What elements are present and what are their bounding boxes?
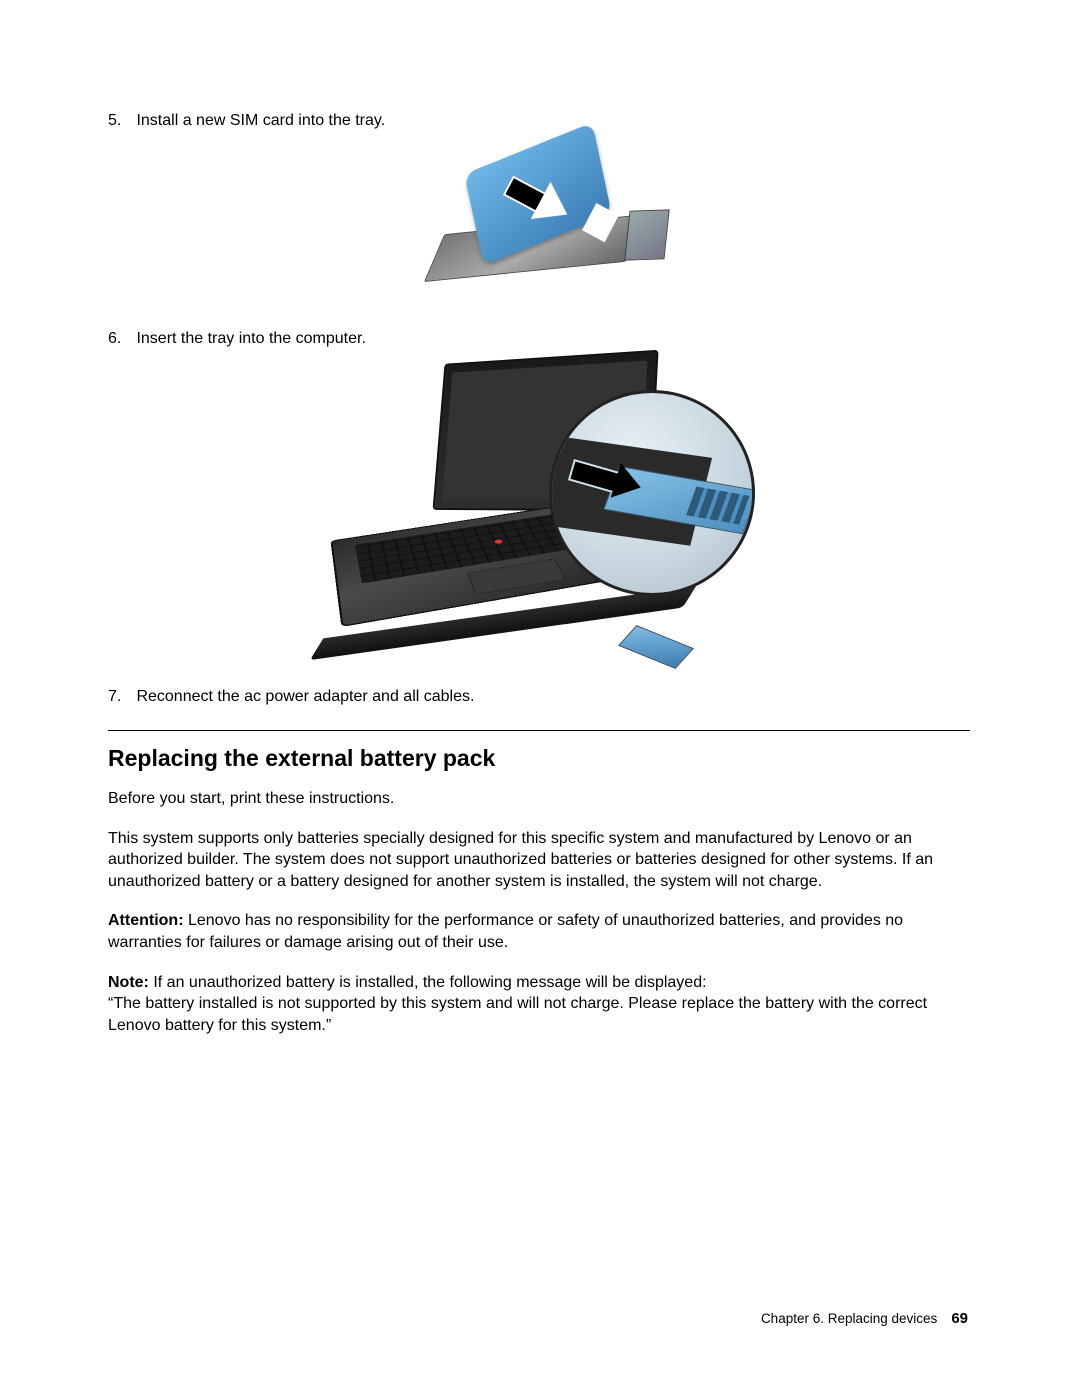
page-footer: Chapter 6. Replacing devices 69 [761, 1309, 968, 1329]
figure-sim-tray [108, 138, 970, 315]
step-6-number: 6. [108, 328, 132, 350]
footer-title: Replacing devices [828, 1311, 938, 1326]
step-7-number: 7. [108, 686, 132, 708]
note-label: Note: [108, 974, 149, 991]
note-paragraph: Note: If an unauthorized battery is inst… [108, 972, 970, 1037]
section-heading: Replacing the external battery pack [108, 743, 970, 774]
step-5-number: 5. [108, 110, 132, 132]
note-line2: “The battery installed is not supported … [108, 995, 927, 1034]
section-divider [108, 730, 970, 731]
laptop-illustration [329, 356, 749, 666]
attention-text: Lenovo has no responsibility for the per… [108, 912, 903, 951]
step-7-text: Reconnect the ac power adapter and all c… [136, 688, 474, 705]
sim-tray-illustration [409, 138, 669, 308]
manual-page: 5. Install a new SIM card into the tray.… [0, 0, 1080, 1397]
footer-page-number: 69 [951, 1310, 968, 1327]
zoom-inner [552, 393, 752, 593]
step-6-text: Insert the tray into the computer. [136, 330, 365, 347]
tray-protruding-shape [618, 625, 694, 669]
note-line1: If an unauthorized battery is installed,… [149, 974, 707, 991]
attention-label: Attention: [108, 912, 184, 929]
support-paragraph: This system supports only batteries spec… [108, 828, 970, 893]
step-5-text: Install a new SIM card into the tray. [136, 112, 385, 129]
footer-sep: . [820, 1311, 828, 1326]
intro-paragraph: Before you start, print these instructio… [108, 788, 970, 810]
zoom-callout [549, 390, 755, 596]
figure-laptop [108, 356, 970, 673]
step-5: 5. Install a new SIM card into the tray. [108, 110, 970, 132]
attention-paragraph: Attention: Lenovo has no responsibility … [108, 910, 970, 953]
step-6: 6. Insert the tray into the computer. [108, 328, 970, 350]
footer-chapter: Chapter 6 [761, 1311, 820, 1326]
step-7: 7. Reconnect the ac power adapter and al… [108, 686, 970, 708]
tray-handle-shape [624, 209, 669, 260]
